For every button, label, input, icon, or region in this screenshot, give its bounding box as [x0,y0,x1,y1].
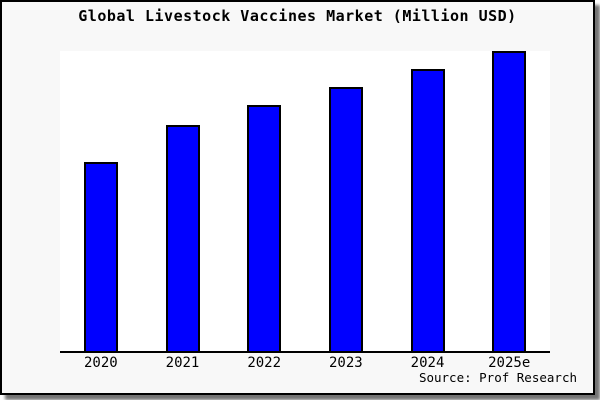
bar-column-2023 [305,51,387,351]
bar-2021 [165,125,200,351]
bar-2025e [492,51,527,351]
bar-column-2024 [387,51,469,351]
bar-2020 [83,162,118,351]
bar-column-2022 [223,51,305,351]
x-tick-label-2021: 2021 [165,355,200,371]
x-tick-label-2022: 2022 [247,355,282,371]
x-tick-label-2023: 2023 [328,355,363,371]
plot-area [60,51,550,353]
chart-window: Global Livestock Vaccines Market (Millio… [0,0,595,395]
bar-2024 [410,69,445,351]
bar-2023 [328,87,363,351]
x-tick-label-2025e: 2025e [488,355,531,371]
bar-column-2025e [468,51,550,351]
x-tick-label-2020: 2020 [83,355,118,371]
bar-column-2021 [142,51,224,351]
chart-title: Global Livestock Vaccines Market (Millio… [78,7,517,25]
source-note: Source: Prof Research [418,370,577,385]
bars [60,51,550,351]
x-tick-label-2024: 2024 [410,355,445,371]
bar-2022 [247,105,282,351]
x-axis-labels: 2020 2021 2022 2023 2024 2025e [60,355,550,371]
bar-column-2020 [60,51,142,351]
